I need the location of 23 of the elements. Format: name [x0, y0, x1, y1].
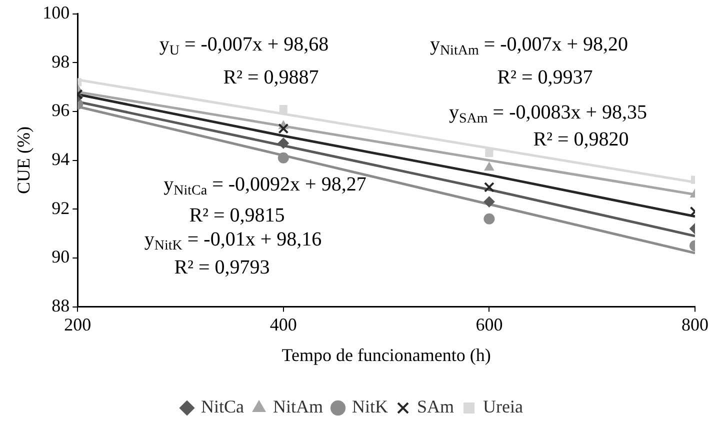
y-tick-label: 98: [52, 51, 70, 72]
annotation: R² = 0,9820: [533, 128, 629, 150]
annotation: R² = 0,9937: [497, 66, 593, 88]
legend-label: NitAm: [273, 396, 324, 417]
x-tick-label: 400: [270, 314, 297, 334]
y-tick-label: 88: [52, 296, 70, 316]
legend-label: Ureia: [483, 396, 523, 417]
y-tick-label: 92: [52, 198, 70, 218]
x-tick-label: 200: [64, 314, 92, 334]
x-axis-title: Tempo de funcionamento (h): [282, 344, 491, 365]
y-tick-label: 90: [52, 246, 70, 267]
y-axis-title: CUE (%): [14, 126, 34, 194]
legend-label: NitK: [352, 396, 388, 417]
y-tick-label: 94: [52, 149, 70, 170]
x-tick-label: 600: [476, 314, 503, 334]
annotation: R² = 0,9793: [174, 256, 270, 278]
y-tick-label: 96: [52, 100, 70, 120]
x-tick-label: 800: [682, 314, 708, 334]
legend-label: SAm: [417, 396, 454, 417]
annotation: R² = 0,9887: [223, 66, 319, 88]
legend-label: NitCa: [201, 396, 244, 417]
y-tick-label: 100: [42, 2, 70, 23]
annotation: R² = 0,9815: [189, 204, 285, 226]
